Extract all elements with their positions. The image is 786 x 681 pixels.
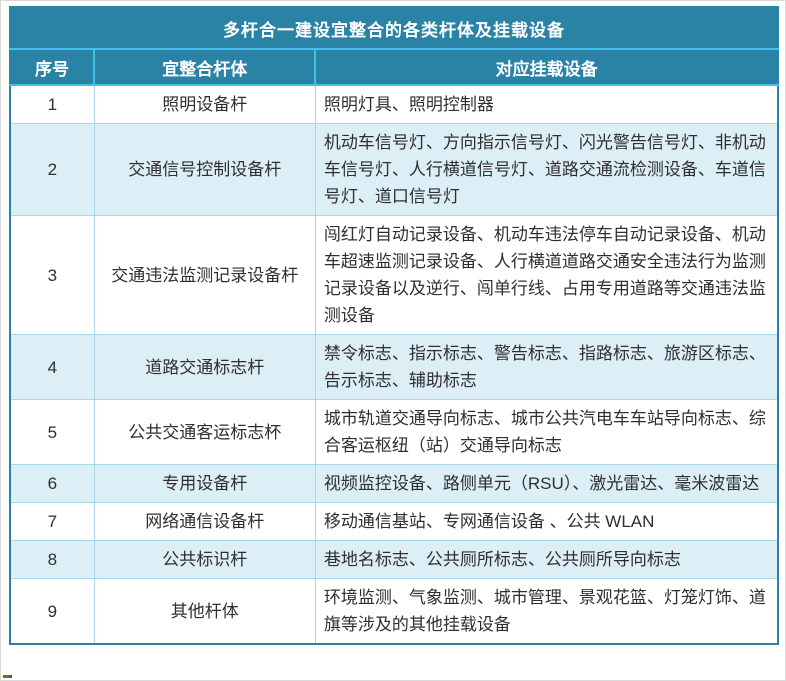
mounted-devices: 移动通信基站、专网通信设备 、公共 WLAN	[314, 502, 779, 541]
mounted-devices: 闯红灯自动记录设备、机动车违法停车自动记录设备、机动车超速监测记录设备、人行横道…	[314, 215, 779, 335]
row-no: 7	[9, 502, 95, 541]
row-no: 9	[9, 578, 95, 645]
row-no: 4	[9, 334, 95, 400]
row-no: 6	[9, 464, 95, 503]
artifact-green-pixel	[3, 675, 6, 678]
row-no: 3	[9, 215, 95, 335]
row-no: 1	[9, 84, 95, 124]
table-row: 9 其他杆体 环境监测、气象监测、城市管理、景观花篮、灯笼灯饰、道旗等涉及的其他…	[9, 578, 779, 645]
row-no: 2	[9, 123, 95, 216]
table-row: 3 交通违法监测记录设备杆 闯红灯自动记录设备、机动车违法停车自动记录设备、机动…	[9, 215, 779, 335]
table-row: 4 道路交通标志杆 禁令标志、指示标志、警告标志、指路标志、旅游区标志、告示标志…	[9, 334, 779, 400]
mounted-devices: 照明灯具、照明控制器	[314, 84, 779, 124]
pole-name: 专用设备杆	[93, 464, 316, 503]
mounted-devices: 视频监控设备、路侧单元（RSU）、激光雷达、毫米波雷达	[314, 464, 779, 503]
row-no: 5	[9, 399, 95, 465]
row-no: 8	[9, 540, 95, 579]
table-header-row: 序号 宜整合杆体 对应挂载设备	[10, 49, 778, 86]
pole-integration-table: 多杆合一建设宜整合的各类杆体及挂载设备 序号 宜整合杆体 对应挂载设备 1 照明…	[9, 6, 779, 645]
table-row: 6 专用设备杆 视频监控设备、路侧单元（RSU）、激光雷达、毫米波雷达	[9, 464, 779, 503]
pole-name: 其他杆体	[93, 578, 316, 645]
table-row: 2 交通信号控制设备杆 机动车信号灯、方向指示信号灯、闪光警告信号灯、非机动车信…	[9, 123, 779, 216]
mounted-devices: 巷地名标志、公共厕所标志、公共厕所导向标志	[314, 540, 779, 579]
pole-name: 公共交通客运标志杯	[93, 399, 316, 465]
table-row: 8 公共标识杆 巷地名标志、公共厕所标志、公共厕所导向标志	[9, 540, 779, 579]
table-title: 多杆合一建设宜整合的各类杆体及挂载设备	[10, 7, 778, 50]
col-header-no: 序号	[10, 49, 95, 86]
table-row: 5 公共交通客运标志杯 城市轨道交通导向标志、城市公共汽电车车站导向标志、综合客…	[9, 399, 779, 465]
mounted-devices: 机动车信号灯、方向指示信号灯、闪光警告信号灯、非机动车信号灯、人行横道信号灯、道…	[314, 123, 779, 216]
col-header-pole: 宜整合杆体	[93, 49, 316, 86]
data-table: 多杆合一建设宜整合的各类杆体及挂载设备 序号 宜整合杆体 对应挂载设备 1 照明…	[9, 6, 779, 645]
pole-name: 交通信号控制设备杆	[93, 123, 316, 216]
artifact-blue-pixel	[9, 675, 12, 678]
pole-name: 照明设备杆	[93, 84, 316, 124]
table-title-row: 多杆合一建设宜整合的各类杆体及挂载设备	[10, 7, 778, 50]
corner-pixel-artifact	[3, 675, 12, 678]
pole-name: 公共标识杆	[93, 540, 316, 579]
pole-name: 道路交通标志杆	[93, 334, 316, 400]
artifact-red-pixel	[6, 675, 9, 678]
table-row: 7 网络通信设备杆 移动通信基站、专网通信设备 、公共 WLAN	[9, 502, 779, 541]
pole-name: 网络通信设备杆	[93, 502, 316, 541]
mounted-devices: 城市轨道交通导向标志、城市公共汽电车车站导向标志、综合客运枢纽（站）交通导向标志	[314, 399, 779, 465]
table-row: 1 照明设备杆 照明灯具、照明控制器	[9, 84, 779, 124]
pole-name: 交通违法监测记录设备杆	[93, 215, 316, 335]
mounted-devices: 禁令标志、指示标志、警告标志、指路标志、旅游区标志、告示标志、辅助标志	[314, 334, 779, 400]
mounted-devices: 环境监测、气象监测、城市管理、景观花篮、灯笼灯饰、道旗等涉及的其他挂载设备	[314, 578, 779, 645]
col-header-devices: 对应挂载设备	[314, 49, 778, 86]
